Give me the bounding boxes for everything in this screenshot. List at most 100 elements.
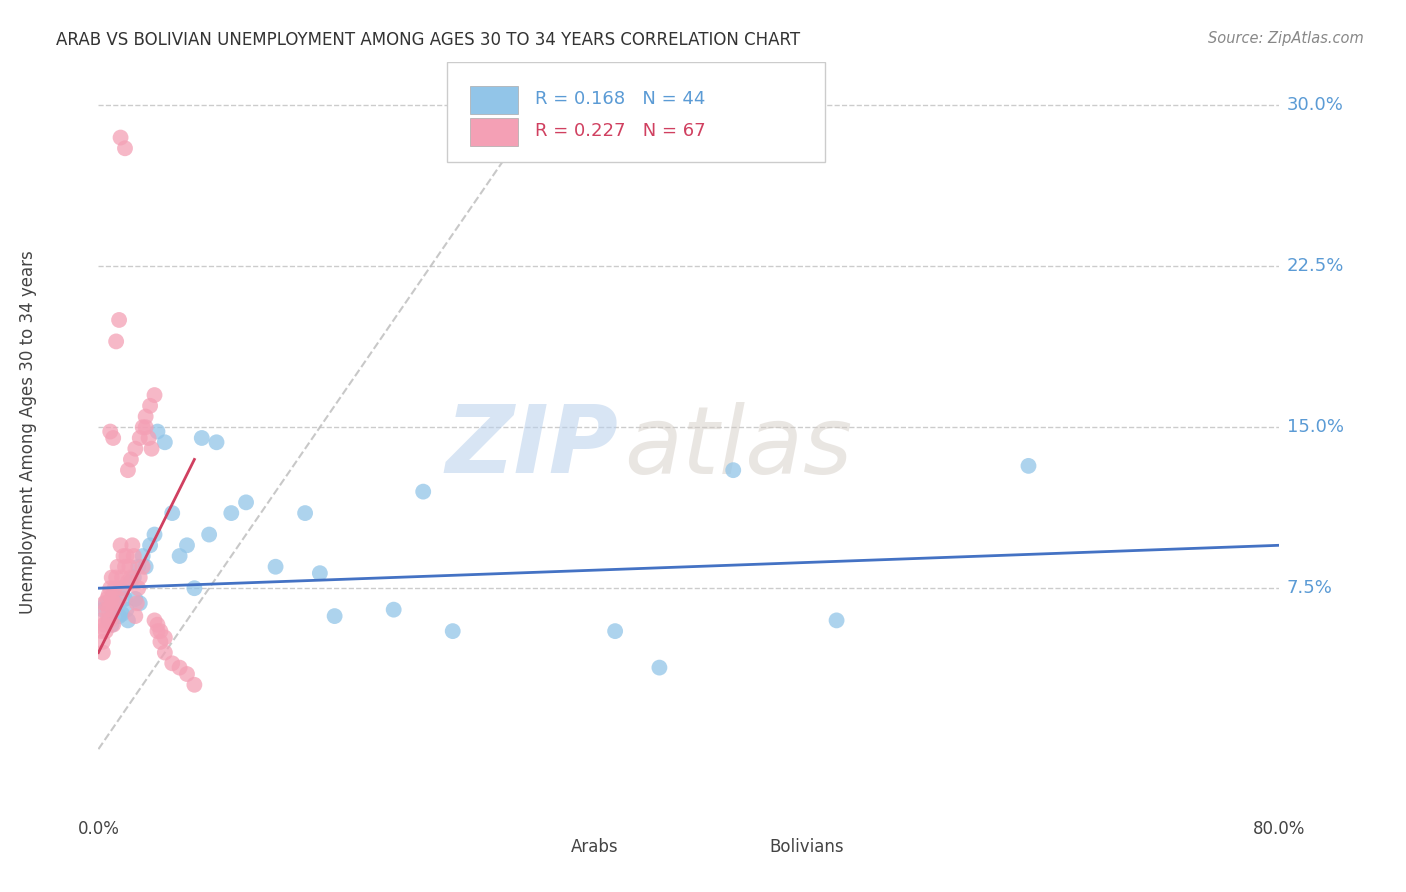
Point	[108, 313, 131, 327]
Point	[121, 538, 143, 552]
Point	[124, 609, 146, 624]
Text: ZIP: ZIP	[446, 401, 619, 493]
Point	[100, 617, 122, 632]
Point	[153, 631, 176, 645]
Point	[97, 614, 120, 628]
Point	[103, 617, 125, 632]
Point	[104, 596, 127, 610]
Point	[648, 660, 671, 674]
Point	[146, 624, 169, 639]
Point	[105, 596, 128, 610]
Point	[110, 581, 132, 595]
Point	[139, 538, 162, 552]
Point	[97, 602, 120, 616]
Point	[111, 570, 134, 584]
Point	[120, 574, 142, 589]
Point	[169, 549, 191, 563]
Text: 22.5%: 22.5%	[1286, 257, 1344, 276]
Point	[141, 442, 163, 456]
Point	[98, 425, 121, 439]
Point	[114, 559, 136, 574]
Point	[183, 678, 205, 692]
Point	[117, 574, 139, 589]
Point	[98, 581, 121, 595]
Point	[221, 506, 243, 520]
FancyBboxPatch shape	[447, 62, 825, 162]
Point	[114, 591, 136, 606]
Point	[138, 431, 160, 445]
Point	[117, 463, 139, 477]
Point	[107, 559, 129, 574]
Point	[91, 635, 114, 649]
Point	[153, 646, 176, 660]
Point	[124, 591, 146, 606]
Point	[132, 420, 155, 434]
Point	[108, 591, 131, 606]
Point	[117, 614, 139, 628]
Text: 15.0%: 15.0%	[1286, 418, 1344, 436]
Point	[441, 624, 464, 639]
Point	[90, 624, 112, 639]
Point	[115, 549, 138, 563]
Point	[110, 130, 132, 145]
Point	[94, 596, 117, 610]
Point	[183, 581, 205, 595]
Point	[132, 559, 155, 574]
Point	[323, 609, 346, 624]
Point	[146, 617, 169, 632]
FancyBboxPatch shape	[471, 87, 517, 114]
Point	[115, 602, 138, 616]
Point	[120, 570, 142, 584]
Point	[143, 614, 166, 628]
Point	[89, 614, 111, 628]
Point	[139, 399, 162, 413]
Point	[105, 570, 128, 584]
Point	[125, 596, 148, 610]
Point	[382, 602, 405, 616]
Point	[93, 617, 115, 632]
Point	[146, 425, 169, 439]
Point	[264, 559, 287, 574]
Text: 80.0%: 80.0%	[1253, 820, 1306, 838]
Point	[105, 334, 128, 349]
Text: Arabs: Arabs	[571, 838, 619, 856]
Point	[235, 495, 257, 509]
Text: ARAB VS BOLIVIAN UNEMPLOYMENT AMONG AGES 30 TO 34 YEARS CORRELATION CHART: ARAB VS BOLIVIAN UNEMPLOYMENT AMONG AGES…	[56, 31, 800, 49]
Point	[176, 667, 198, 681]
Point	[294, 506, 316, 520]
Point	[723, 463, 745, 477]
Point	[91, 646, 114, 660]
Point	[122, 570, 145, 584]
Point	[100, 591, 122, 606]
Text: Unemployment Among Ages 30 to 34 years: Unemployment Among Ages 30 to 34 years	[18, 251, 37, 615]
Text: 0.0%: 0.0%	[77, 820, 120, 838]
Point	[94, 624, 117, 639]
Point	[162, 657, 183, 671]
Point	[112, 549, 135, 563]
Point	[143, 527, 166, 541]
Point	[162, 506, 183, 520]
Point	[176, 538, 198, 552]
Point	[104, 581, 127, 595]
Point	[103, 588, 125, 602]
Point	[127, 559, 149, 574]
Point	[205, 435, 228, 450]
Point	[309, 566, 332, 581]
Text: R = 0.168   N = 44: R = 0.168 N = 44	[536, 90, 706, 109]
FancyBboxPatch shape	[471, 118, 517, 146]
Point	[143, 388, 166, 402]
Point	[128, 596, 150, 610]
Point	[132, 549, 155, 563]
Point	[169, 660, 191, 674]
Text: Source: ZipAtlas.com: Source: ZipAtlas.com	[1208, 31, 1364, 46]
Point	[122, 549, 145, 563]
Point	[103, 602, 125, 616]
Point	[110, 538, 132, 552]
Point	[1018, 458, 1040, 473]
Point	[108, 609, 131, 624]
Point	[114, 141, 136, 155]
Point	[412, 484, 434, 499]
Text: 7.5%: 7.5%	[1286, 579, 1333, 598]
Point	[97, 588, 120, 602]
Point	[191, 431, 214, 445]
